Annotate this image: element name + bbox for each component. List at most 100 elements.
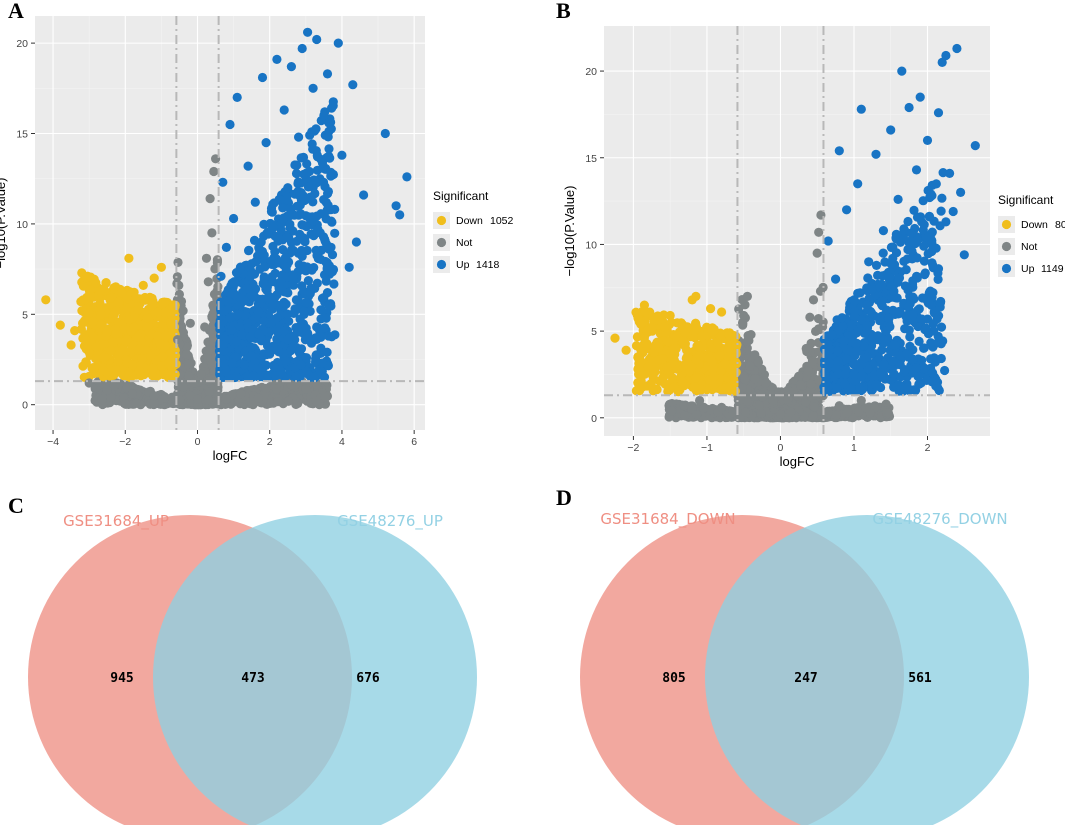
point-not-significant (831, 410, 841, 420)
point-up (295, 322, 305, 332)
point-down (95, 286, 105, 296)
point-down (146, 351, 156, 361)
point-down (643, 362, 653, 372)
point-up (297, 251, 307, 261)
point-up (295, 346, 305, 356)
point-not-significant (131, 398, 141, 408)
point-down (117, 288, 127, 298)
point-up (276, 219, 286, 230)
point-up (266, 207, 277, 217)
point-up (327, 332, 337, 342)
point-not-significant (301, 384, 311, 394)
point-up (274, 258, 284, 268)
point-down (156, 262, 166, 272)
point-up (232, 337, 242, 347)
point-up (351, 237, 361, 247)
point-down (695, 343, 706, 353)
point-up (312, 211, 322, 221)
point-not-significant (184, 371, 194, 381)
point-down (149, 273, 159, 283)
point-down (135, 344, 145, 354)
point-up (320, 182, 330, 192)
point-not-significant (742, 396, 752, 406)
point-not-significant (806, 379, 816, 389)
point-up (344, 262, 354, 272)
point-down (113, 298, 123, 308)
point-down (642, 326, 652, 336)
point-not-significant (172, 272, 182, 282)
point-not-significant (192, 394, 203, 404)
point-not-significant (182, 342, 192, 352)
point-not-significant (691, 410, 702, 420)
point-down (157, 361, 167, 371)
point-not-significant (209, 289, 220, 299)
point-down (87, 363, 97, 373)
x-tick-label: −1 (701, 442, 713, 454)
x-tick-label: 0 (778, 442, 784, 454)
point-not-significant (750, 350, 760, 360)
point-down (89, 274, 99, 284)
legend-label-up: Up (456, 259, 470, 271)
point-down (85, 285, 95, 295)
point-up (294, 132, 304, 142)
point-down (660, 322, 670, 332)
point-not-significant (808, 356, 818, 366)
point-up (328, 97, 338, 107)
point-down (98, 365, 108, 375)
point-up (309, 372, 319, 382)
point-up (287, 245, 297, 255)
x-tick-label: −2 (627, 442, 639, 454)
point-up (321, 197, 331, 208)
point-up (323, 132, 333, 142)
point-down (632, 332, 643, 342)
point-up (282, 232, 292, 242)
point-down (138, 280, 148, 290)
point-up (266, 256, 276, 266)
point-not-significant (182, 349, 192, 359)
y-tick-label: 15 (16, 129, 28, 141)
point-down (639, 333, 649, 343)
point-up (309, 263, 319, 273)
point-down (111, 329, 121, 339)
point-not-significant (209, 166, 219, 177)
point-down (148, 296, 158, 306)
point-up (330, 204, 340, 214)
point-not-significant (84, 378, 94, 388)
point-not-significant (738, 317, 748, 328)
point-up (330, 228, 340, 238)
point-up (247, 351, 257, 361)
point-not-significant (97, 394, 107, 405)
point-down (101, 278, 111, 288)
point-up (253, 307, 264, 317)
point-down (690, 382, 700, 392)
y-tick-label: 10 (16, 219, 28, 231)
point-not-significant (861, 403, 871, 413)
point-down (76, 297, 86, 307)
point-down (724, 329, 734, 339)
point-not-significant (754, 400, 764, 410)
point-down (707, 364, 718, 374)
point-not-significant (737, 383, 748, 393)
point-up (309, 175, 319, 185)
point-up (311, 124, 321, 134)
point-not-significant (740, 407, 751, 417)
point-up (320, 323, 330, 333)
point-up (301, 297, 311, 308)
point-up (227, 358, 237, 368)
point-up (391, 201, 401, 211)
point-down (691, 373, 701, 383)
point-up (276, 277, 286, 287)
point-down (120, 336, 130, 346)
point-down (78, 318, 88, 328)
point-down (133, 305, 143, 315)
point-not-significant (212, 258, 222, 268)
point-up (259, 316, 269, 326)
point-up (279, 105, 289, 115)
point-not-significant (283, 396, 294, 406)
point-not-significant (178, 306, 188, 316)
point-up (303, 27, 313, 37)
point-up (315, 228, 325, 238)
point-up (259, 250, 269, 260)
point-down (678, 335, 688, 345)
